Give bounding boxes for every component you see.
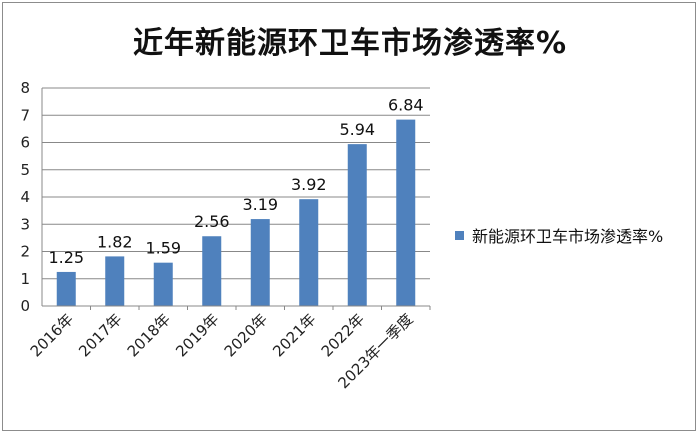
data-label: 1.82 — [97, 232, 133, 251]
data-label: 1.59 — [145, 239, 181, 258]
y-tick-label: 1 — [20, 270, 30, 288]
x-tick-label: 2018年 — [124, 310, 174, 360]
chart-title: 近年新能源环卫车市场渗透率% — [132, 26, 568, 61]
bar — [250, 219, 270, 306]
bar — [202, 236, 222, 306]
data-label: 1.25 — [48, 248, 84, 267]
x-axis-ticks: 2016年2017年2018年2019年2020年2021年2022年2023年… — [27, 310, 417, 392]
data-labels: 1.25 1.82 1.59 2.56 3.19 3.92 5.94 6.84 — [48, 96, 423, 267]
y-tick-label: 6 — [20, 134, 30, 152]
x-tick-label: 2016年 — [27, 310, 77, 360]
x-tick-label: 2020年 — [221, 310, 271, 360]
bar — [153, 262, 173, 306]
bar — [299, 199, 319, 306]
axes — [41, 88, 431, 310]
data-label: 5.94 — [339, 120, 375, 139]
data-label: 2.56 — [194, 212, 230, 231]
legend-swatch — [455, 231, 464, 240]
legend: 新能源环卫车市场渗透率% — [455, 225, 690, 249]
data-label: 3.92 — [291, 175, 327, 194]
y-tick-label: 3 — [20, 215, 30, 233]
y-tick-label: 7 — [20, 106, 30, 124]
data-label: 3.19 — [242, 195, 278, 214]
bar — [347, 144, 367, 306]
bars — [56, 119, 416, 306]
bar — [56, 271, 76, 306]
x-tick-label: 2019年 — [172, 310, 222, 360]
y-tick-label: 5 — [20, 161, 30, 179]
y-tick-label: 4 — [20, 188, 30, 206]
x-tick-label: 2017年 — [75, 310, 125, 360]
bar — [396, 119, 416, 306]
y-tick-label: 0 — [20, 297, 30, 315]
x-tick-label: 2021年 — [269, 310, 319, 360]
bar — [105, 256, 125, 306]
y-tick-label: 2 — [20, 243, 30, 261]
y-tick-label: 8 — [20, 79, 30, 97]
data-label: 6.84 — [388, 96, 424, 115]
y-axis-ticks: 0 1 2 3 4 5 6 7 8 — [20, 79, 30, 315]
legend-label: 新能源环卫车市场渗透率% — [472, 227, 664, 246]
